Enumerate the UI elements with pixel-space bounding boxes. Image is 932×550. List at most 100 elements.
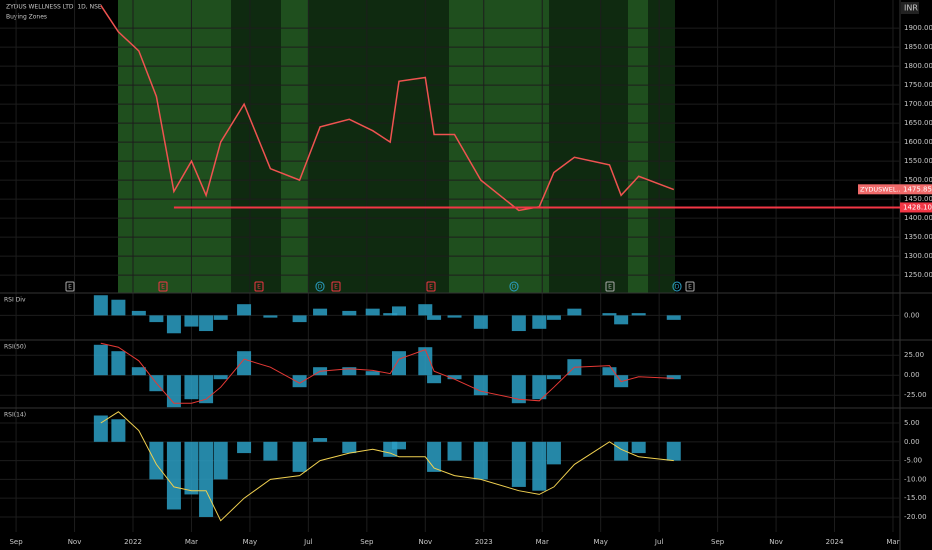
histogram-bar (184, 375, 199, 400)
histogram-bar (365, 371, 380, 376)
histogram-bar (473, 441, 488, 480)
x-tick-label: 2023 (475, 538, 493, 546)
y-tick-label: 1800.00 (904, 62, 932, 70)
x-tick-label: Sep (9, 538, 23, 546)
x-tick-label: Nov (769, 538, 783, 546)
chart-subtitle: Buying Zones (6, 14, 47, 21)
histogram-bar (447, 441, 462, 461)
histogram-bar (149, 315, 164, 323)
histogram-bar (511, 441, 526, 487)
histogram-bar (263, 315, 278, 318)
histogram-bar (292, 315, 307, 323)
y-tick-label: 1300.00 (904, 252, 932, 260)
histogram-bar (631, 441, 646, 454)
y-tick-label: 1400.00 (904, 214, 932, 222)
event-label: E (429, 284, 433, 291)
histogram-bar (391, 441, 406, 450)
histogram-bar (213, 375, 228, 380)
histogram-bar (666, 441, 681, 461)
histogram-bar (427, 375, 442, 384)
histogram-bar (602, 367, 617, 376)
line-series (100, 342, 674, 404)
histogram-bar (93, 415, 108, 442)
x-tick-label: Sep (711, 538, 725, 546)
histogram-bar (213, 315, 228, 320)
histogram-bar (237, 441, 252, 454)
histogram-bar (427, 315, 442, 320)
y-tick-label: -10.00 (904, 475, 927, 483)
histogram-bar (365, 308, 380, 316)
y-tick-label: 0.00 (904, 438, 920, 446)
histogram-bar (546, 375, 561, 380)
histogram-bar (313, 308, 328, 316)
event-label: E (334, 284, 338, 291)
x-tick-label: Mar (536, 538, 549, 546)
support-label: 1428.10 (903, 203, 932, 211)
histogram-bar (532, 375, 547, 400)
histogram-bar (149, 441, 164, 480)
zone (628, 0, 648, 293)
zone (281, 0, 309, 293)
histogram-bar (631, 313, 646, 316)
y-tick-label: 1450.00 (904, 195, 932, 203)
x-tick-label: Mar (185, 538, 198, 546)
x-tick-label: Jul (654, 538, 664, 546)
support-tag (900, 202, 932, 213)
event-label: E (257, 284, 261, 291)
event-label: E (608, 284, 612, 291)
histogram-bar (391, 306, 406, 316)
event-marker (509, 281, 519, 292)
pane-title: RSI Div (4, 297, 26, 304)
histogram-bar (166, 441, 181, 510)
histogram-bar (111, 351, 126, 376)
histogram-bar (199, 441, 214, 517)
x-tick-label: Nov (68, 538, 82, 546)
currency: INR (904, 4, 918, 13)
histogram-bar (546, 315, 561, 320)
last-price: 1475.85 (903, 185, 932, 193)
histogram-bar (546, 441, 561, 465)
y-tick-label: -5.00 (904, 457, 922, 465)
buying-zones (118, 0, 675, 293)
y-tick-label: 1550.00 (904, 157, 932, 165)
event-marker (65, 281, 75, 292)
x-tick-label: Mar (886, 538, 899, 546)
histogram-bar (131, 367, 146, 376)
last-name-tag (858, 184, 900, 195)
y-tick-label: -15.00 (904, 494, 927, 502)
pane-title: RSI(14) (4, 412, 26, 419)
zone (449, 0, 549, 293)
y-tick-label: 1750.00 (904, 81, 932, 89)
histogram-bar (184, 441, 199, 495)
y-tick-label: 1850.00 (904, 43, 932, 51)
event-marker (426, 281, 436, 292)
histogram-bar (447, 375, 462, 380)
histogram-bar (199, 315, 214, 332)
event-label: D (675, 284, 680, 291)
event-marker (685, 281, 695, 292)
x-tick-label: May (243, 538, 257, 546)
histogram-bar (602, 313, 617, 316)
y-tick-label: 25.00 (904, 351, 924, 359)
y-tick-label: 1500.00 (904, 176, 932, 184)
histogram-bar (511, 375, 526, 404)
event-marker (605, 281, 615, 292)
currency-box (901, 2, 919, 14)
x-tick-label: 2024 (826, 538, 844, 546)
y-tick-label: 1700.00 (904, 100, 932, 108)
event-label: E (688, 284, 692, 291)
y-tick-label: 1350.00 (904, 233, 932, 241)
histogram-bar (166, 375, 181, 408)
event-label: D (318, 284, 323, 291)
y-tick-label: 0.00 (904, 311, 920, 319)
histogram-bar (666, 315, 681, 320)
x-tick-label: Jul (303, 538, 313, 546)
histogram-bar (342, 441, 357, 454)
histogram-bar (111, 419, 126, 442)
x-tick-label: Nov (418, 538, 432, 546)
y-tick-label: -25.00 (904, 391, 927, 399)
histogram-bar (342, 310, 357, 316)
histogram-bar (418, 304, 433, 316)
histogram-bar (93, 344, 108, 376)
